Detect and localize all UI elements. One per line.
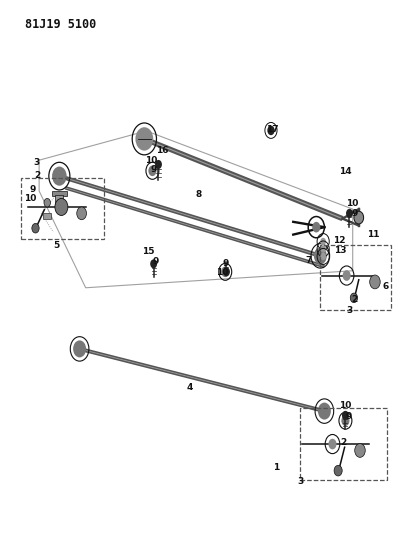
Circle shape [342,270,350,281]
Circle shape [369,275,379,289]
Circle shape [313,247,326,264]
Bar [52,191,66,196]
Text: 81J19 5100: 81J19 5100 [25,18,96,31]
Circle shape [44,198,50,207]
Text: 10: 10 [216,269,228,277]
Text: 8: 8 [194,190,201,199]
Text: 9: 9 [345,412,351,421]
Circle shape [320,238,325,245]
Text: 1: 1 [273,463,279,472]
Text: 10: 10 [339,401,351,410]
Bar [55,195,63,205]
Circle shape [148,165,156,176]
Circle shape [320,245,325,253]
Circle shape [317,402,330,419]
Text: 3: 3 [345,305,352,314]
Text: 7: 7 [305,256,311,264]
Circle shape [333,465,341,476]
Circle shape [32,223,39,233]
Circle shape [55,198,68,215]
Text: 14: 14 [338,167,351,176]
Text: 4: 4 [186,383,193,392]
Text: 10: 10 [145,156,157,165]
Circle shape [77,207,86,220]
Text: 3: 3 [33,158,39,167]
Text: 12: 12 [333,237,345,246]
Circle shape [222,267,229,276]
Circle shape [155,160,162,169]
Circle shape [341,411,348,420]
Circle shape [350,293,357,303]
Text: 9: 9 [152,257,158,265]
Circle shape [73,341,86,358]
Text: 5: 5 [53,241,60,250]
Text: 9: 9 [30,185,36,194]
Text: 13: 13 [333,246,346,255]
Text: 9: 9 [150,165,156,174]
Circle shape [221,266,229,277]
Circle shape [135,127,153,151]
Circle shape [320,253,325,260]
Text: 3: 3 [296,478,303,486]
Text: 9: 9 [351,209,358,218]
Circle shape [354,443,365,457]
Text: 17: 17 [266,125,278,134]
Bar [43,213,51,219]
Text: 10: 10 [23,194,36,203]
Circle shape [328,439,336,449]
Circle shape [345,209,352,218]
Text: 11: 11 [366,230,378,239]
Text: 2: 2 [351,295,357,304]
Circle shape [341,415,349,426]
Text: 9: 9 [222,260,228,268]
Circle shape [150,260,157,268]
Circle shape [353,211,363,224]
Text: 6: 6 [382,282,388,291]
Text: 15: 15 [142,247,154,256]
Text: 16: 16 [156,146,168,155]
Circle shape [311,222,320,232]
Bar [320,245,390,310]
Bar [299,408,386,480]
Circle shape [52,166,66,185]
Text: 2: 2 [340,439,346,448]
Circle shape [266,126,274,135]
Text: 10: 10 [345,199,357,208]
Bar [21,177,104,239]
Text: 2: 2 [34,171,40,180]
